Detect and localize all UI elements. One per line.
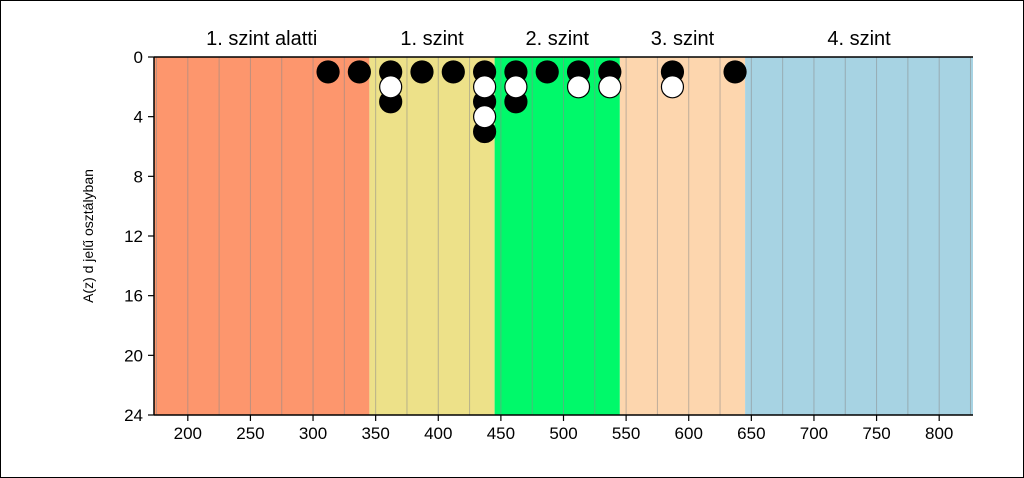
- y-tick-label: 24: [124, 406, 143, 425]
- y-tick-label: 20: [124, 346, 143, 365]
- white-point: [566, 75, 591, 99]
- band-4: [619, 57, 746, 415]
- band-label-4: 3. szint: [651, 28, 715, 50]
- black-point: [316, 60, 340, 84]
- y-axis-title: A(z) d jelű osztályban: [80, 169, 96, 303]
- white-point: [473, 105, 497, 129]
- y-tick-label: 12: [124, 227, 143, 246]
- x-tick-label: 800: [925, 424, 953, 443]
- grid-layer: [156, 57, 971, 415]
- x-tick-label: 200: [174, 424, 202, 443]
- band-label-1: 1. szint alatti: [206, 28, 317, 50]
- x-tick-label: 500: [549, 424, 577, 443]
- x-tick-label: 300: [299, 424, 327, 443]
- white-point: [598, 75, 622, 99]
- black-point: [535, 60, 559, 84]
- y-tick-label: 4: [134, 108, 143, 127]
- x-tick-label: 700: [800, 424, 828, 443]
- white-point: [473, 75, 497, 99]
- y-tick-label: 0: [134, 48, 143, 67]
- band-label-5: 4. szint: [827, 28, 891, 50]
- points-layer: [316, 60, 747, 144]
- band-label-2: 1. szint: [400, 28, 464, 50]
- x-tick-label: 650: [737, 424, 765, 443]
- band-label-3: 2. szint: [526, 28, 590, 50]
- black-point: [723, 60, 747, 84]
- x-tick-label: 250: [236, 424, 264, 443]
- band-3: [494, 57, 620, 415]
- x-tick-label: 750: [862, 424, 890, 443]
- x-tick-label: 550: [612, 424, 640, 443]
- black-point: [410, 60, 434, 84]
- x-tick-label: 600: [675, 424, 703, 443]
- band-1: [154, 57, 370, 415]
- black-point: [441, 60, 465, 84]
- x-tick-label: 450: [487, 424, 515, 443]
- white-point: [379, 75, 403, 99]
- white-point: [504, 75, 528, 99]
- x-tick-label: 400: [424, 424, 452, 443]
- labels-layer: 1. szint alatti 1. szint 2. szint 3. szint 4…: [124, 28, 953, 443]
- x-tick-label: 350: [361, 424, 389, 443]
- black-point: [347, 60, 371, 84]
- axes-layer: [148, 56, 973, 421]
- y-tick-label: 8: [134, 167, 143, 186]
- y-tick-label: 16: [124, 287, 143, 306]
- white-point: [660, 75, 685, 99]
